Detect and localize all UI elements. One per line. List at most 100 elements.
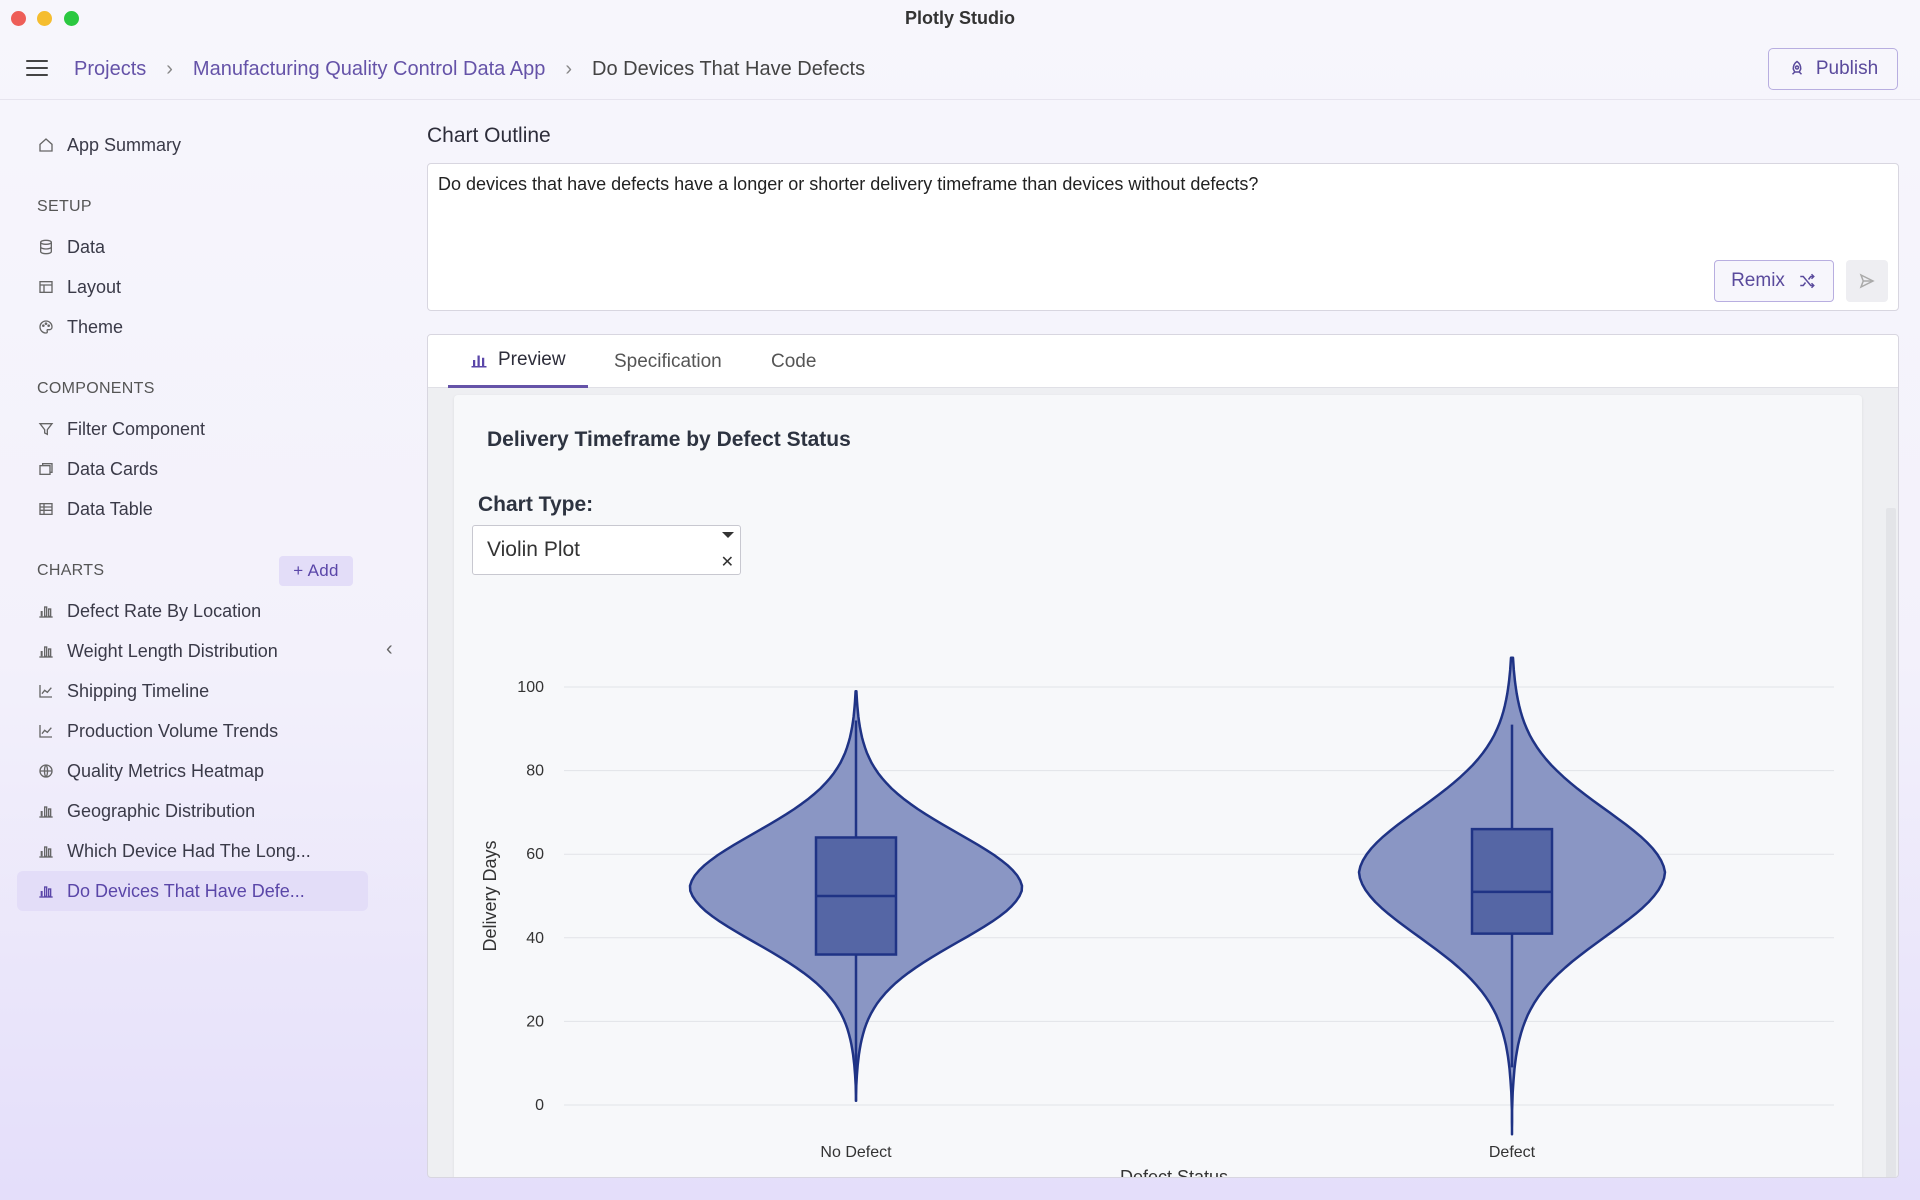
window-title: Plotly Studio [905,8,1015,28]
bar-chart-icon [37,882,55,900]
sidebar-item-label: Theme [67,316,124,337]
chart-panel: Delivery Timeframe by Defect Status Char… [454,395,1862,1178]
title-bar: Plotly Studio [0,0,1920,36]
y-tick-label: 20 [526,1013,544,1030]
sidebar-item-chart[interactable]: Production Volume Trends [17,711,368,751]
bar-chart-icon [37,642,55,660]
y-tick-label: 40 [526,930,544,947]
sidebar-item-label: Shipping Timeline [67,680,210,701]
violin-plot: 0 20 40 60 80 100 Delivery Days Defect Status No… [480,656,1834,1178]
shuffle-icon [1800,273,1815,289]
chart-outline-input[interactable]: Do devices that have defects have a long… [427,163,1899,311]
tab-code[interactable]: Code [771,350,817,372]
sidebar-item-label: Data Table [67,498,153,519]
x-tick-label: No Defect [820,1144,892,1161]
bar-chart-icon [471,355,487,368]
home-icon [37,136,55,154]
sidebar-item-data[interactable]: Data [27,227,379,267]
sidebar-item-chart[interactable]: Geographic Distribution [17,791,368,831]
chart-type-dropdown[interactable]: Violin Plot ✕ [472,525,741,575]
chart-type-label: Chart Type: [478,493,594,516]
filter-icon [37,420,55,438]
section-charts-label: CHARTS [37,562,105,579]
sidebar-item-label: Filter Component [67,418,206,439]
sidebar-item-label: Layout [67,276,122,297]
cards-icon [37,460,55,478]
line-chart-icon [37,722,55,740]
sidebar-item-chart[interactable]: Do Devices That Have Defe... [17,871,368,911]
maximize-window-button[interactable] [64,11,79,26]
section-charts: CHARTS + Add [27,551,379,591]
tab-specification[interactable]: Specification [614,350,722,372]
sidebar-item-label: Defect Rate By Location [67,600,262,621]
y-tick-label: 0 [535,1097,544,1114]
chart-outline-text[interactable]: Do devices that have defects have a long… [438,174,1259,194]
bar-chart-icon [37,602,55,620]
menu-icon[interactable] [26,60,48,78]
layout-icon [37,278,55,296]
clear-icon[interactable]: ✕ [720,554,734,571]
sidebar-item-chart[interactable]: Shipping Timeline [17,671,368,711]
database-icon [37,238,55,256]
tab-preview[interactable]: Preview [448,335,588,388]
publish-label: Publish [1815,58,1879,79]
bar-chart-icon [37,802,55,820]
section-components: COMPONENTS [37,380,155,397]
sidebar-item-data-cards[interactable]: Data Cards [27,449,379,489]
sidebar-item-label: App Summary [67,134,182,155]
sidebar-item-chart[interactable]: Weight Length Distribution [17,631,368,671]
box-iqr [1470,827,1554,935]
sidebar-item-label: Data [67,236,106,257]
send-icon [1859,273,1875,289]
scrollbar-thumb[interactable] [1886,508,1896,1177]
sidebar-item-label: Geographic Distribution [67,800,256,821]
tab-bar: Preview Specification Code [428,335,1898,388]
globe-icon [37,762,55,780]
add-chart-button[interactable]: + Add [279,556,353,586]
sidebar-item-chart[interactable]: Which Device Had The Long... [17,831,368,871]
tab-preview-label: Preview [498,349,566,370]
scrollbar-track[interactable] [1864,388,1898,1177]
sidebar-item-data-table[interactable]: Data Table [27,489,379,529]
header: Projects › Manufacturing Quality Control… [0,40,1920,100]
line-chart-icon [37,682,55,700]
sidebar-item-theme[interactable]: Theme [27,307,379,347]
sidebar-item-chart[interactable]: Quality Metrics Heatmap [17,751,368,791]
y-axis-label: Delivery Days [480,840,500,951]
minimize-window-button[interactable] [37,11,52,26]
sidebar-item-label: Which Device Had The Long... [67,840,311,861]
breadcrumb-current: Do Devices That Have Defects [592,58,866,80]
bar-chart-icon [37,842,55,860]
section-setup: SETUP [37,198,92,215]
chart-type-value: Violin Plot [487,538,581,561]
publish-button[interactable]: Publish [1768,48,1898,90]
x-axis-label: Defect Status [1120,1167,1228,1178]
palette-icon [37,318,55,336]
collapse-sidebar-icon[interactable]: ‹ [386,638,393,660]
send-button[interactable] [1846,260,1888,302]
breadcrumb: Projects › Manufacturing Quality Control… [74,58,865,81]
y-tick-label: 60 [526,846,544,863]
breadcrumb-app[interactable]: Manufacturing Quality Control Data App [192,58,546,80]
close-window-button[interactable] [11,11,26,26]
sidebar-item-label: Weight Length Distribution [67,640,278,661]
y-tick-label: 100 [517,679,544,696]
sidebar-item-chart[interactable]: Defect Rate By Location [17,591,368,631]
breadcrumb-projects[interactable]: Projects [74,58,147,80]
sidebar-item-filter-component[interactable]: Filter Component [27,409,379,449]
remix-button[interactable]: Remix [1714,260,1834,302]
x-tick-label: Defect [1489,1144,1536,1161]
chevron-down-icon[interactable] [722,532,734,538]
sidebar-item-label: Data Cards [67,458,159,479]
chevron-right-icon: › [565,58,573,80]
sidebar-item-layout[interactable]: Layout [27,267,379,307]
chart-outline-label: Chart Outline [427,124,551,147]
rocket-icon [1791,60,1802,75]
sidebar-item-label: Quality Metrics Heatmap [67,760,265,781]
remix-label: Remix [1731,270,1785,291]
chart-title: Delivery Timeframe by Defect Status [487,428,851,451]
table-icon [37,500,55,518]
sidebar-item-label: Do Devices That Have Defe... [67,880,305,901]
sidebar-item-app-summary[interactable]: App Summary [27,125,379,165]
y-tick-label: 80 [526,763,544,780]
